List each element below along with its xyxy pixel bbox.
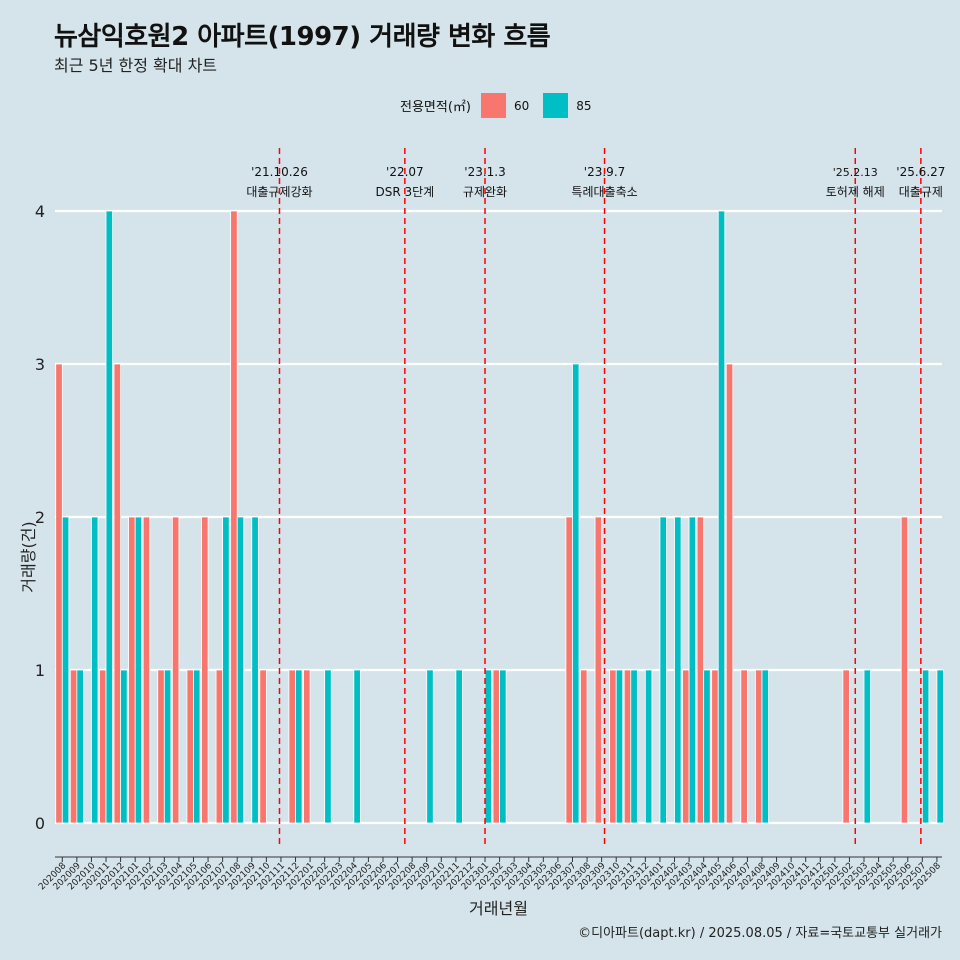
bar	[609, 669, 617, 824]
legend-key-85	[543, 93, 569, 118]
legend-label-60: 60	[513, 98, 530, 113]
legend-label-85: 85	[576, 98, 592, 113]
bar	[492, 669, 500, 824]
bar	[171, 516, 180, 824]
y-tick-label: 2	[35, 508, 45, 527]
event-name-label: 대출규제강화	[246, 185, 312, 199]
bar	[163, 669, 172, 824]
bar	[230, 210, 238, 824]
bar	[740, 669, 748, 824]
bar	[688, 516, 697, 824]
y-axis-title: 거래량(건)	[19, 521, 38, 592]
bar	[91, 516, 99, 824]
bar	[157, 669, 165, 824]
bar	[61, 516, 70, 824]
bar	[755, 669, 763, 824]
bar	[863, 669, 871, 824]
event-date-label: '22.07	[386, 165, 424, 179]
y-tick-label: 3	[35, 355, 45, 374]
chart-subtitle: 최근 5년 한정 확대 차트	[54, 56, 218, 75]
bar	[682, 669, 690, 824]
event-date-label: '25.6.27	[896, 165, 945, 179]
event-name-label: 규제완화	[463, 185, 507, 199]
bar	[134, 516, 143, 824]
bar	[215, 669, 224, 824]
bar	[69, 669, 78, 824]
event-name-label: DSR 3단계	[375, 185, 434, 199]
bar	[594, 516, 603, 824]
bar	[717, 210, 726, 824]
bar	[324, 669, 332, 824]
bar	[186, 669, 194, 824]
bar	[674, 516, 682, 824]
bar	[725, 363, 734, 824]
bar	[615, 669, 624, 824]
bar	[703, 669, 711, 824]
legend-key-60	[480, 93, 506, 118]
bar	[295, 669, 303, 824]
x-axis-title: 거래년월	[469, 899, 528, 918]
bar	[222, 516, 230, 824]
bar	[99, 669, 107, 824]
event-name-label: 토허제 해제	[826, 185, 885, 199]
bar	[128, 516, 136, 824]
bar	[696, 516, 705, 824]
event-date-label: '25.2.13	[833, 166, 878, 179]
bar	[259, 669, 267, 824]
y-tick-label: 1	[35, 661, 45, 680]
y-tick-label: 0	[35, 814, 45, 833]
bar	[353, 669, 361, 824]
bar	[711, 669, 719, 824]
bar	[644, 669, 653, 824]
bar	[303, 669, 311, 824]
bar	[921, 669, 930, 824]
y-tick-label: 4	[35, 202, 45, 221]
bar	[455, 669, 463, 824]
bar	[900, 516, 909, 824]
event-date-label: '23.1.3	[464, 165, 505, 179]
event-name-label: 특례대출축소	[571, 185, 637, 199]
event-date-label: '21.10.26	[251, 165, 308, 179]
bar	[659, 516, 667, 824]
legend: 전용면적(㎡) 60 85	[400, 93, 596, 118]
bar	[936, 669, 944, 824]
bar	[499, 669, 507, 824]
bar	[623, 669, 632, 824]
bar	[201, 516, 209, 824]
chart-title: 뉴삼익호원2 아파트(1997) 거래량 변화 흐름	[54, 22, 551, 52]
bar	[113, 363, 121, 824]
bar	[842, 669, 850, 824]
event-date-label: '23.9.7	[584, 165, 625, 179]
bar	[120, 669, 128, 824]
bar	[55, 363, 63, 824]
bar	[572, 363, 580, 824]
bar	[236, 516, 245, 824]
caption: ©디아파트(dapt.kr) / 2025.08.05 / 자료=국토교통부 실…	[578, 926, 942, 941]
bar	[288, 669, 296, 824]
bar	[193, 669, 201, 824]
bar	[565, 516, 573, 824]
bar	[580, 669, 588, 824]
bar	[761, 669, 769, 824]
bar	[484, 669, 492, 824]
bar	[426, 669, 434, 824]
bar	[630, 669, 638, 824]
bar	[251, 516, 259, 824]
event-name-label: 대출규제	[899, 185, 943, 199]
bar	[142, 516, 151, 824]
legend-title: 전용면적(㎡)	[400, 100, 471, 115]
bar	[105, 210, 113, 824]
bar	[76, 669, 84, 824]
